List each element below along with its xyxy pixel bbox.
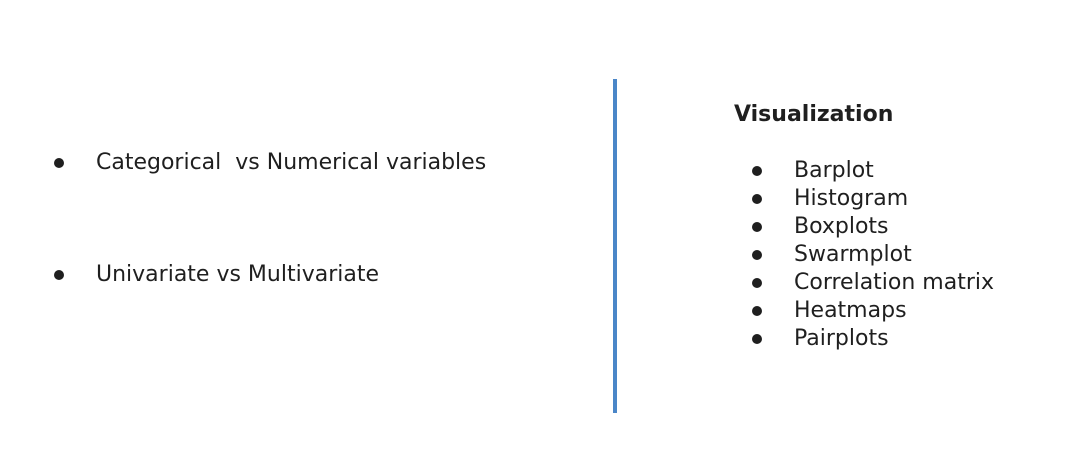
list-item-heatmaps: Heatmaps [752,297,994,325]
list-item-label: Correlation matrix [794,270,995,295]
bullet-item-categorical-vs-numerical: Categorical vs Numerical variables [54,149,486,177]
list-item-pairplots: Pairplots [752,325,994,353]
list-item-label: Heatmaps [794,298,907,323]
list-item-label: Swarmplot [794,242,912,267]
list-item-boxplots: Boxplots [752,213,994,241]
list-item-label: Barplot [794,158,874,183]
bullet-dot-icon [54,158,64,168]
bullet-item-label: Categorical vs Numerical variables [96,150,487,175]
visualization-heading: Visualization [734,102,894,127]
bullet-dot-icon [752,334,762,344]
list-item-histogram: Histogram [752,185,994,213]
bullet-item-label: Univariate vs Multivariate [96,262,380,287]
bullet-dot-icon [752,250,762,260]
bullet-dot-icon [54,270,64,280]
list-item-swarmplot: Swarmplot [752,241,994,269]
visualization-list: Barplot Histogram Boxplots Swarmplot Cor… [752,157,994,353]
list-item-label: Boxplots [794,214,889,239]
bullet-dot-icon [752,194,762,204]
list-item-correlation-matrix: Correlation matrix [752,269,994,297]
bullet-item-univariate-vs-multivariate: Univariate vs Multivariate [54,261,379,289]
bullet-dot-icon [752,278,762,288]
list-item-label: Pairplots [794,326,889,351]
bullet-dot-icon [752,166,762,176]
bullet-dot-icon [752,306,762,316]
vertical-divider [613,79,617,413]
list-item-label: Histogram [794,186,909,211]
list-item-barplot: Barplot [752,157,994,185]
bullet-dot-icon [752,222,762,232]
